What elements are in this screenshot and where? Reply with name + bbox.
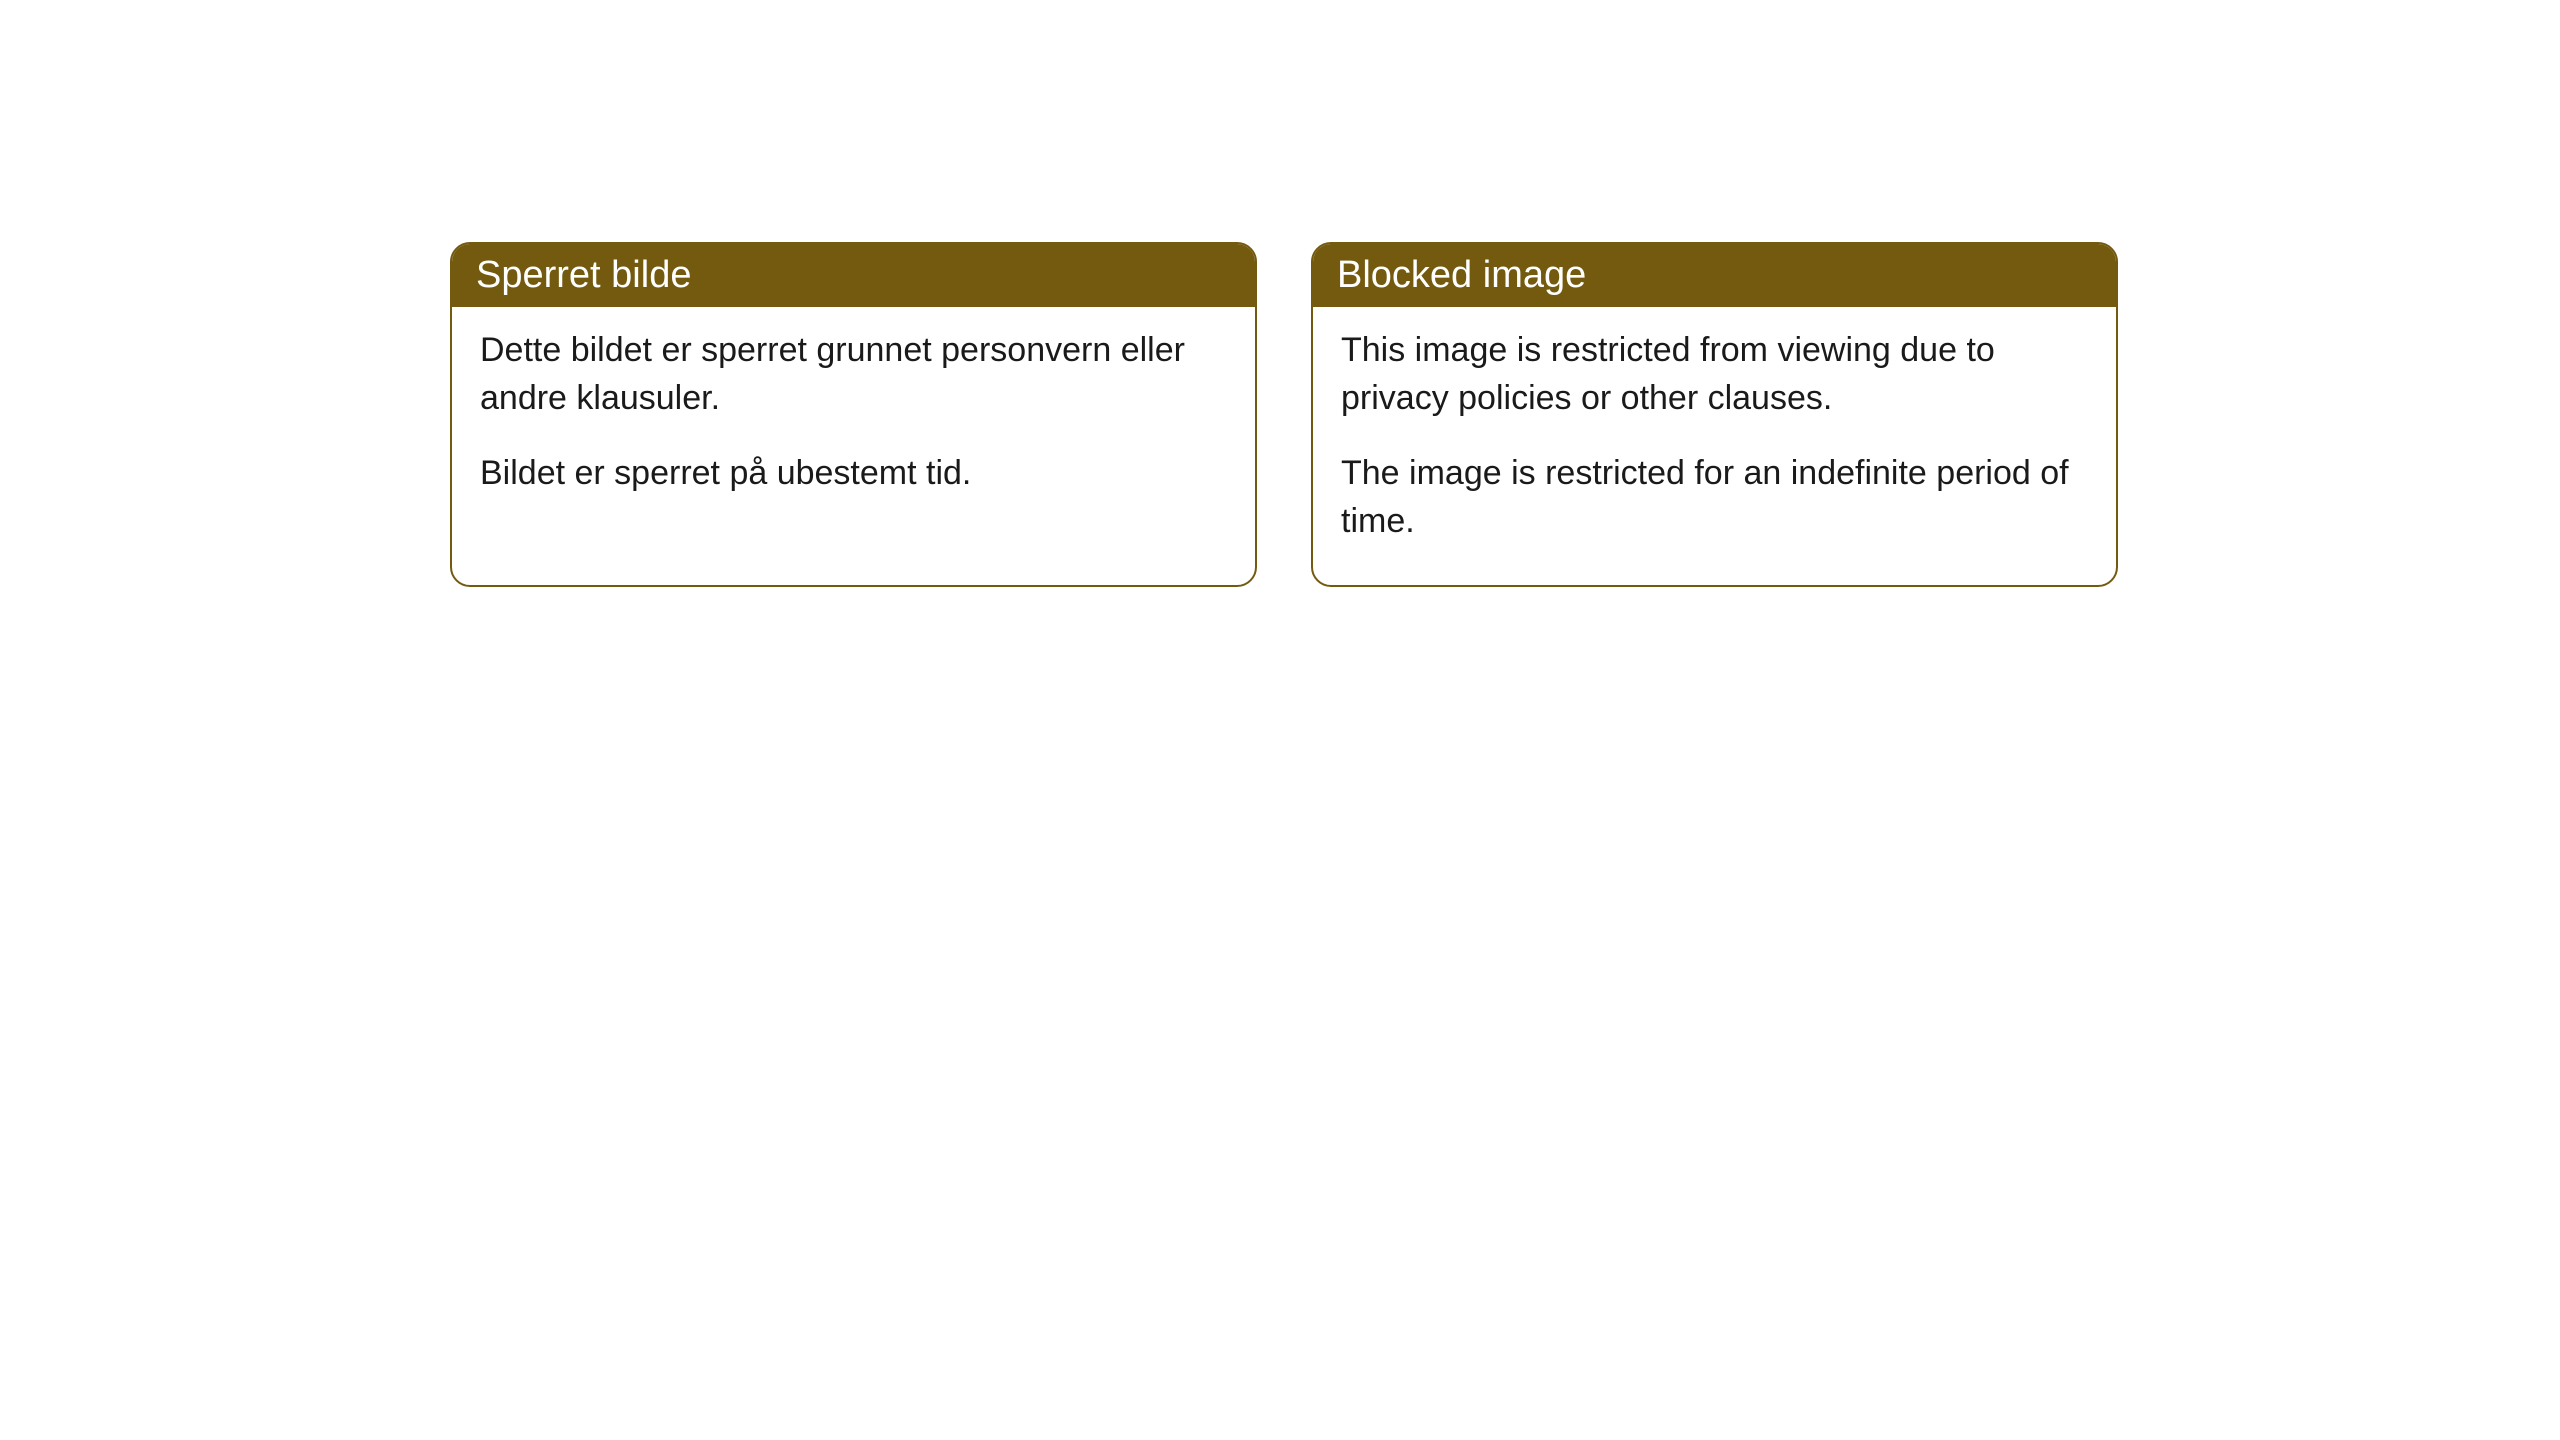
card-body: This image is restricted from viewing du… bbox=[1313, 307, 2116, 585]
card-paragraph: Bildet er sperret på ubestemt tid. bbox=[480, 450, 1227, 498]
card-body: Dette bildet er sperret grunnet personve… bbox=[452, 307, 1255, 538]
notice-card-english: Blocked image This image is restricted f… bbox=[1311, 242, 2118, 587]
card-header: Blocked image bbox=[1313, 244, 2116, 307]
notice-cards-container: Sperret bilde Dette bildet er sperret gr… bbox=[450, 242, 2118, 587]
card-paragraph: The image is restricted for an indefinit… bbox=[1341, 450, 2088, 545]
card-paragraph: This image is restricted from viewing du… bbox=[1341, 327, 2088, 422]
card-header-title: Blocked image bbox=[1337, 254, 1586, 296]
card-header: Sperret bilde bbox=[452, 244, 1255, 307]
notice-card-norwegian: Sperret bilde Dette bildet er sperret gr… bbox=[450, 242, 1257, 587]
card-paragraph: Dette bildet er sperret grunnet personve… bbox=[480, 327, 1227, 422]
card-header-title: Sperret bilde bbox=[476, 254, 691, 296]
